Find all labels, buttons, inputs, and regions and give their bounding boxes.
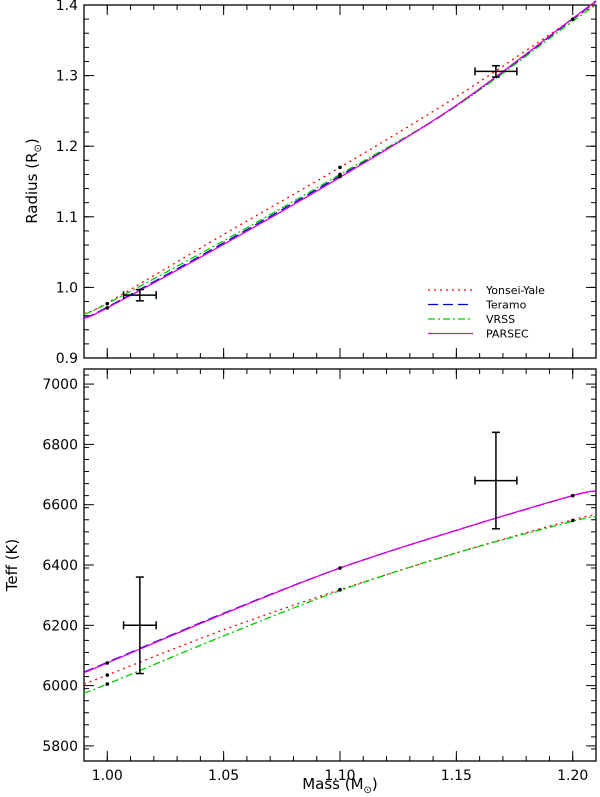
radius-y-tick-label: 1.2 xyxy=(56,139,78,155)
radius-model-point xyxy=(570,17,575,21)
radius-observations xyxy=(122,64,518,302)
radius-y-tick-label: 1.4 xyxy=(56,0,78,14)
teff-model-point xyxy=(338,566,342,570)
teff-y-axis-label: Teff (K) xyxy=(3,539,21,593)
radius-line-yonsei-yale xyxy=(83,4,597,315)
radius-panel: 0.9 1.0 1.1 1.2 1.3 1.4 Radius (R⊙) Yonsei-Ya… xyxy=(23,0,597,367)
mass-x-axis-label: Mass (M⊙) xyxy=(302,775,378,796)
teff-y-tick-label: 5800 xyxy=(42,739,78,755)
radius-model-point xyxy=(338,172,342,177)
teff-y-tick-label: 6000 xyxy=(42,679,78,695)
teff-model-point xyxy=(105,661,110,665)
legend-label-vrss: VRSS xyxy=(486,313,515,326)
radius-observation-point xyxy=(122,288,157,302)
radius-y-tick-labels: 0.9 1.0 1.1 1.2 1.3 1.4 xyxy=(56,0,78,367)
teff-x-tick-label: 1.00 xyxy=(92,768,123,784)
radius-y-axis-label: Radius (R⊙) xyxy=(23,138,44,224)
radius-series-lines xyxy=(83,0,597,320)
radius-model-point xyxy=(105,306,110,310)
teff-line-yonsei-yale xyxy=(83,514,597,685)
teff-model-point xyxy=(105,682,110,686)
legend-label-yonsei-yale: Yonsei-Yale xyxy=(485,284,545,297)
teff-x-tick-label: 1.05 xyxy=(208,768,239,784)
teff-panel: 5800 6000 6200 6400 6600 6800 7000 1.00 1.05 1.1… xyxy=(3,368,597,796)
radius-y-tick-label: 1.0 xyxy=(56,280,78,296)
radius-y-tick-label: 0.9 xyxy=(56,351,78,367)
teff-y-tick-label: 6800 xyxy=(42,437,78,453)
teff-model-point xyxy=(105,673,110,677)
teff-observation-point xyxy=(474,431,518,530)
teff-observation-point xyxy=(122,576,157,675)
teff-series-lines xyxy=(83,490,597,694)
radius-observation-point xyxy=(474,64,518,78)
teff-x-tick-labels: 1.00 1.05 1.10 1.15 1.20 xyxy=(92,768,589,784)
teff-x-tick-label: 1.10 xyxy=(324,768,355,784)
radius-ticks xyxy=(83,4,597,359)
teff-x-tick-label: 1.20 xyxy=(557,768,588,784)
radius-model-point xyxy=(338,165,342,170)
teff-model-point xyxy=(338,587,342,592)
radius-line-teramo xyxy=(83,0,597,319)
teff-y-tick-label: 6600 xyxy=(42,498,78,514)
legend-label-parsec: PARSEC xyxy=(486,328,529,341)
teff-x-tick-label: 1.15 xyxy=(441,768,472,784)
teff-y-tick-label: 6200 xyxy=(42,618,78,634)
radius-line-parsec xyxy=(83,0,597,320)
teff-y-tick-label: 7000 xyxy=(42,377,78,393)
teff-observations xyxy=(122,431,518,675)
teff-y-tick-label: 6400 xyxy=(42,558,78,574)
teff-ticks xyxy=(83,369,597,762)
teff-line-parsec xyxy=(83,490,597,674)
teff-model-points xyxy=(105,493,575,686)
teff-plot-frame xyxy=(83,368,597,762)
radius-model-points xyxy=(105,17,575,310)
teff-line-teramo xyxy=(83,490,597,673)
radius-y-tick-label: 1.3 xyxy=(56,69,78,85)
teff-y-tick-labels: 5800 6000 6200 6400 6600 6800 7000 xyxy=(42,377,78,755)
teff-model-point xyxy=(570,493,575,498)
legend-label-teramo: Teramo xyxy=(485,299,527,312)
teff-model-point xyxy=(570,518,575,523)
teff-line-vrss xyxy=(83,516,597,694)
radius-y-tick-label: 1.1 xyxy=(56,210,78,226)
radius-line-vrss xyxy=(83,4,597,315)
radius-model-point xyxy=(105,301,110,306)
